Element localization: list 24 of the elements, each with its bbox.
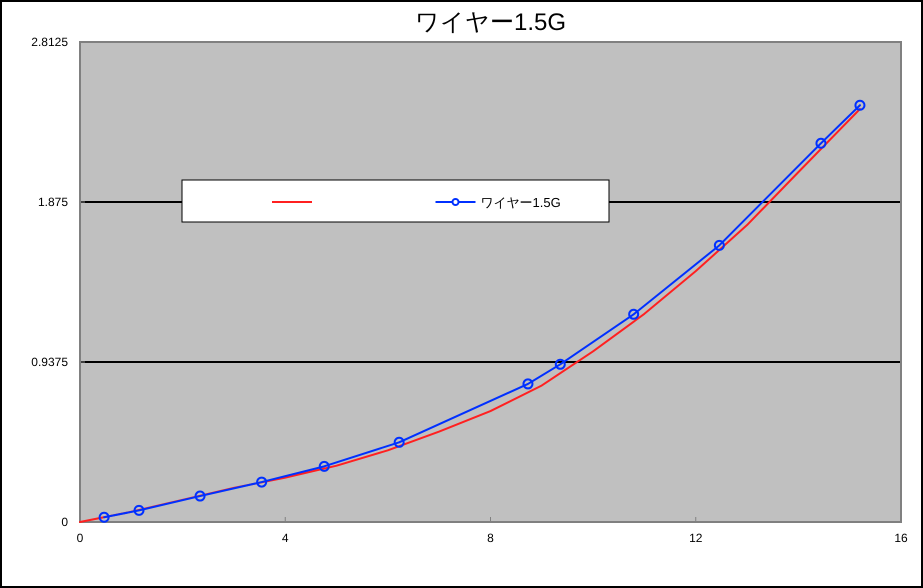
x-tick-label: 4 [282, 531, 289, 545]
y-tick-label: 0.9375 [31, 355, 68, 369]
point [194, 490, 206, 502]
point [554, 358, 566, 370]
point [815, 138, 826, 149]
point [98, 512, 110, 523]
x-tick-label: 16 [894, 531, 908, 545]
x-tick-label: 8 [487, 531, 494, 545]
x-tick-label: 12 [689, 531, 703, 545]
y-tick-label: 0 [61, 515, 68, 529]
x-tick-label: 0 [76, 531, 84, 545]
point [522, 378, 534, 390]
y-tick-label: 1.875 [38, 195, 68, 209]
point [134, 504, 145, 516]
point [394, 436, 405, 448]
legend-label: ワイヤー1.5G [480, 195, 561, 210]
point [714, 240, 725, 251]
y-tick-label: 2.8125 [31, 35, 68, 49]
point [854, 100, 866, 111]
legend: ワイヤー1.5G [182, 180, 610, 222]
point [256, 476, 268, 488]
chart-title: ワイヤー1.5G [414, 9, 566, 36]
point [318, 460, 330, 472]
point [628, 308, 640, 320]
